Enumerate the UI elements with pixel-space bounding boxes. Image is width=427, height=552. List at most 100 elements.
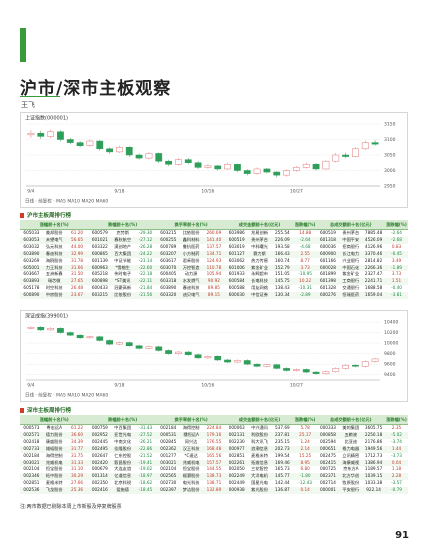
name-cell: 克劳斯 bbox=[116, 230, 129, 235]
code-cell: 2176.86 bbox=[364, 438, 383, 444]
candle-body bbox=[47, 131, 54, 137]
name-cell: 海得控制 bbox=[182, 425, 200, 430]
y-tick-label: 3150 bbox=[384, 122, 396, 128]
value-cell: 3.73 bbox=[391, 271, 402, 277]
code-cell: 151.05 bbox=[275, 271, 290, 277]
code-cell: 002230 bbox=[228, 438, 245, 444]
value-cell: 14.88 bbox=[299, 230, 312, 235]
header-cell: 成交金额前十名(亿元) bbox=[225, 220, 294, 230]
code-cell: 4526.09 bbox=[362, 236, 385, 244]
candle-body bbox=[27, 133, 35, 136]
table-row: 605001 力王科技 31.66 600963 *雪榕生 -22.60 603070 万控智… bbox=[20, 264, 408, 272]
candle-body bbox=[322, 371, 330, 374]
code-cell: 601021 bbox=[88, 236, 112, 244]
code-cell: 603986 bbox=[228, 230, 245, 235]
name-cell: 美邦股份 bbox=[45, 230, 63, 235]
name-cell: 紫金矿业 bbox=[248, 264, 271, 272]
candle-body bbox=[125, 342, 133, 346]
value-cell: -0.45 bbox=[385, 250, 408, 258]
name-cell: 漠创地产 bbox=[114, 243, 132, 249]
header-row: 涨幅前十名(%) 跌幅前十名(%) 换手率前十名(%) 成交金额前十名(亿元) 涨跌幅(… bbox=[20, 220, 408, 230]
name-cell: 中房股份 bbox=[42, 292, 66, 300]
candle-body bbox=[342, 154, 349, 157]
table-row: 002851 麦格米特 27.66 002350 北京科锐 -18.62 002730 电光科… bbox=[20, 480, 408, 487]
value-cell: 26.48 bbox=[71, 285, 84, 291]
section-heading: 沪市主板周排行榜 bbox=[20, 211, 71, 219]
candle-body bbox=[155, 153, 163, 162]
name-cell: 麦格米特 bbox=[45, 480, 63, 486]
candle-body bbox=[76, 334, 84, 339]
y-tick-label: 10200 bbox=[384, 330, 398, 336]
name-cell: 飞龙股份 bbox=[42, 487, 66, 495]
value-cell: -10.31 bbox=[298, 285, 312, 291]
name-cell: *C速达 bbox=[184, 452, 198, 458]
code-cell: 600405 bbox=[160, 271, 177, 277]
code-cell: 605001 bbox=[20, 264, 43, 272]
value-cell: 179.16 bbox=[202, 431, 226, 439]
name-cell: 大洋电机 bbox=[248, 473, 271, 481]
footnote: 注:两市数据已剔除本周上市新股及停复牌股票 bbox=[20, 504, 122, 510]
code-cell: 003021 bbox=[156, 459, 180, 467]
code-cell: 601328 bbox=[319, 285, 336, 291]
value-cell: 31.75 bbox=[71, 452, 84, 458]
value-cell: -29.30 bbox=[138, 230, 153, 235]
code-cell: 166.43 bbox=[270, 250, 294, 258]
name-cell: 紫光股份 bbox=[248, 487, 271, 495]
code-cell: 537.69 bbox=[275, 425, 290, 430]
value-cell: 137.57 bbox=[206, 243, 222, 249]
value-cell: 2.28 bbox=[385, 473, 408, 481]
candle-body bbox=[322, 160, 330, 170]
code-cell: 603207 bbox=[156, 250, 180, 258]
name-cell: 动力源 bbox=[184, 271, 198, 277]
x-tick-label: 9/4 bbox=[27, 189, 34, 195]
name-cell: 麦格米特 bbox=[251, 452, 268, 458]
x-tick-label: 9/4 bbox=[27, 383, 34, 389]
code-cell: 600433 bbox=[91, 285, 108, 291]
name-cell: 中科曙光 bbox=[251, 243, 268, 249]
code-cell: 002594 bbox=[319, 438, 336, 444]
name-cell: 紫金矿业 bbox=[342, 271, 360, 277]
chart-frame bbox=[20, 112, 408, 208]
name-cell: 国星光电 bbox=[251, 480, 268, 486]
code-cell: 603062 bbox=[228, 257, 245, 263]
value-cell: 23.67 bbox=[65, 292, 89, 300]
name-cell: 美的集团 bbox=[342, 425, 360, 430]
name-cell: 兆威机电 bbox=[179, 459, 203, 467]
header-cell: 跌幅前十名(%) bbox=[88, 415, 157, 425]
header-cell: 成交金额前十名(亿元) bbox=[225, 415, 294, 425]
y-tick-label: 9800 bbox=[384, 351, 396, 357]
value-cell: 27.66 bbox=[71, 480, 84, 486]
name-cell: 雄韬股份 bbox=[42, 445, 66, 453]
y-tick-label: 9400 bbox=[384, 372, 396, 378]
value-cell: -21.52 bbox=[138, 452, 153, 458]
name-cell: 时空科技 bbox=[45, 285, 63, 291]
code-cell: 000001 bbox=[316, 487, 340, 495]
rank-table: 涨幅前十名(%) 跌幅前十名(%) 换手率前十名(%) 成交金额前十名(亿元) 涨跌幅(… bbox=[20, 415, 408, 495]
y-tick-label: 10000 bbox=[384, 341, 398, 347]
value-cell: -2.89 bbox=[293, 292, 317, 300]
code-cell: 002104 bbox=[160, 466, 177, 472]
value-cell: -24.22 bbox=[134, 250, 157, 258]
value-cell: -18.97 bbox=[134, 473, 157, 481]
name-cell: 兆威机电 bbox=[42, 459, 66, 467]
value-cell: 141.40 bbox=[202, 236, 226, 244]
candle-body bbox=[371, 142, 379, 145]
name-cell: 五粮液 bbox=[339, 431, 363, 439]
name-cell: 粤宏远A bbox=[46, 425, 62, 430]
value-cell: 2.35 bbox=[391, 425, 402, 430]
code-cell: 002571 bbox=[20, 431, 43, 439]
name-cell: 中信证券 bbox=[248, 292, 271, 300]
code-cell: 000858 bbox=[316, 431, 340, 439]
candle-body bbox=[194, 354, 202, 359]
x-tick-label: 10/16 bbox=[201, 189, 214, 195]
value-cell: -0.40 bbox=[391, 285, 402, 291]
code-cell: 136.87 bbox=[270, 487, 294, 495]
name-cell: 百大集团 bbox=[111, 250, 135, 258]
name-cell: 迪贝电气 bbox=[179, 292, 203, 300]
value-cell: -1.89 bbox=[385, 264, 408, 272]
name-cell: 穗恒运A bbox=[179, 431, 203, 439]
value-cell: 89.15 bbox=[202, 292, 226, 300]
value-cell: -2.64 bbox=[293, 236, 317, 244]
code-cell: 600519 bbox=[225, 236, 249, 244]
